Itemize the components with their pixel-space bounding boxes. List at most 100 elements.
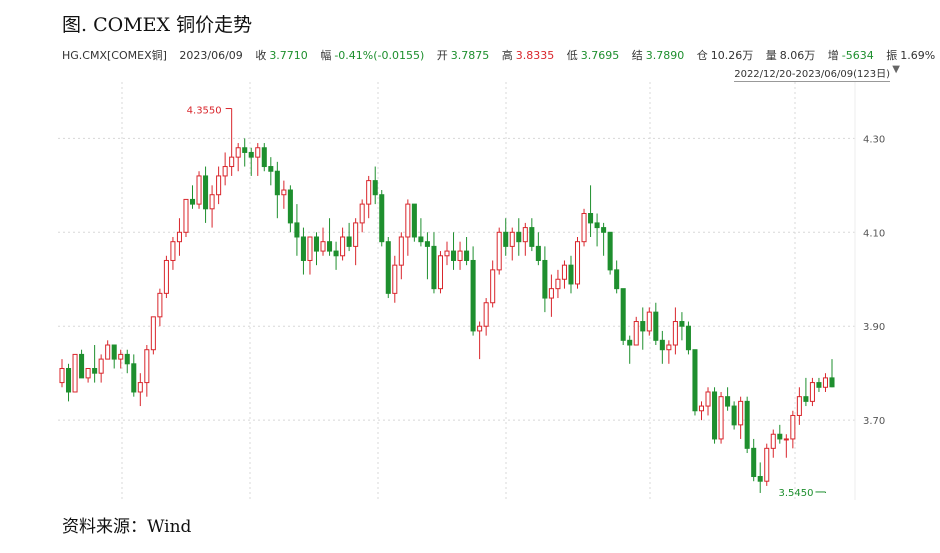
candle-body (640, 321, 646, 332)
candle-body (685, 325, 691, 351)
candle-body (490, 269, 496, 304)
candle-body (79, 353, 85, 379)
chevron-down-icon[interactable]: ▼ (892, 64, 900, 75)
quote-oi-label: 仓 (696, 49, 708, 62)
quote-oi-change-value: -5634 (841, 49, 874, 62)
candle-body (457, 250, 463, 261)
candle-body (405, 203, 411, 238)
candle-body (620, 288, 626, 341)
candle-body (529, 227, 535, 247)
candle-body (725, 396, 731, 407)
candle-body (672, 321, 678, 346)
candle-body (424, 241, 430, 247)
candle-body (229, 156, 235, 168)
candle-body (568, 264, 574, 285)
quote-settle-label: 结 (631, 49, 643, 62)
candle-body (464, 250, 470, 261)
candle-body (790, 414, 796, 440)
quote-change-value: -0.41%(-0.0155) (334, 49, 425, 62)
candle-body (718, 396, 724, 440)
quote-open: 开 3.7875 (437, 49, 490, 62)
candle-body (385, 241, 391, 294)
candle-body (411, 203, 417, 238)
candle-body (203, 175, 209, 210)
quote-oi: 仓 10.26万 (697, 49, 754, 62)
candle-body (85, 367, 91, 379)
candle-body (209, 194, 215, 210)
quote-change-label: 幅 (320, 49, 332, 62)
quote-amplitude-label: 振 (886, 49, 898, 62)
candle-body (653, 311, 659, 341)
candle-body (281, 189, 287, 196)
candle-body (777, 433, 783, 440)
candle-body (548, 288, 554, 299)
quote-settle: 结 3.7890 (632, 49, 685, 62)
candle-body (659, 339, 665, 351)
candle-body (353, 222, 359, 247)
candle-body (712, 391, 718, 440)
candle-body (561, 264, 567, 280)
candle-body (274, 170, 280, 196)
chart-title: 图. COMEX 铜价走势 (62, 14, 253, 36)
candle-body (496, 231, 502, 271)
quote-bar: HG.CMX[COMEX铜] 2023/06/09 收 3.7710 幅 -0.41… (62, 47, 940, 63)
quote-high-label: 高 (501, 49, 513, 62)
quote-volume: 量 8.06万 (766, 49, 816, 62)
candle-body (92, 367, 98, 374)
candle-body (261, 147, 267, 168)
candle-body (535, 245, 541, 261)
candle-body (189, 198, 196, 205)
quote-open-value: 3.7875 (450, 49, 490, 62)
candle-body (392, 264, 398, 294)
y-tick-label: 4.10 (863, 228, 885, 239)
candle-body (555, 278, 561, 290)
candle-body (483, 302, 489, 327)
quote-change: 幅 -0.41%(-0.0155) (320, 49, 424, 62)
y-tick-label: 4.30 (863, 134, 885, 145)
candle-body (627, 339, 633, 346)
candle-body (105, 344, 111, 360)
candle-body (372, 180, 378, 196)
quote-open-label: 开 (436, 49, 448, 62)
candle-body (66, 367, 72, 393)
candle-body (124, 353, 130, 365)
candle-body (431, 245, 437, 290)
candle-body (451, 250, 457, 261)
candle-body (72, 353, 78, 393)
candle-body (542, 259, 548, 299)
candle-body (163, 259, 169, 294)
candle-body (516, 231, 522, 243)
candle-body (111, 344, 117, 360)
candle-body (503, 231, 509, 247)
candle-body (131, 363, 137, 393)
candle-body (692, 349, 698, 412)
candle-body (816, 382, 822, 388)
candle-body (307, 236, 313, 261)
candle-body (646, 311, 652, 332)
annotation-label: 3.5450 (778, 488, 813, 499)
candle-body (294, 222, 300, 238)
source-note: 资料来源：Wind (62, 517, 192, 537)
quote-close-value: 3.7710 (269, 49, 308, 62)
candle-body (287, 189, 293, 224)
quote-oi-change-label: 增 (827, 49, 839, 62)
candle-body (313, 236, 320, 252)
candle-body (150, 316, 156, 351)
quote-close-label: 收 (255, 49, 267, 62)
quote-low-label: 低 (566, 49, 578, 62)
candle-body (764, 447, 770, 482)
candle-body (588, 213, 594, 224)
quote-date: 2023/06/09 (179, 49, 243, 62)
candle-body (522, 227, 528, 243)
quote-settle-value: 3.7890 (645, 49, 685, 62)
candle-body (770, 433, 776, 449)
date-range-selector[interactable]: 2022/12/20-2023/06/09(123日) (734, 65, 890, 82)
quote-low-value: 3.7695 (580, 49, 620, 62)
candle-body (698, 405, 705, 412)
candle-body (744, 400, 750, 449)
candle-body (444, 250, 450, 257)
candle-body (333, 250, 339, 257)
candle-body (137, 382, 143, 393)
quote-amplitude-value: 1.69% (900, 49, 936, 62)
